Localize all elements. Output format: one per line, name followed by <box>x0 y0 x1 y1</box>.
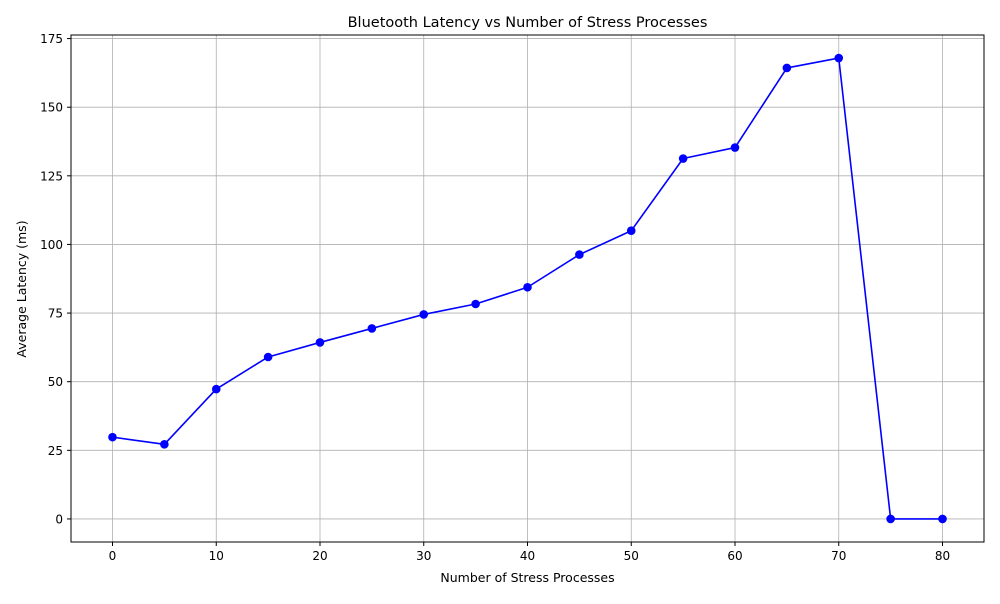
y-tick-label: 175 <box>40 32 63 46</box>
data-point <box>471 299 480 309</box>
series <box>108 53 947 524</box>
chart-title: Bluetooth Latency vs Number of Stress Pr… <box>348 15 708 31</box>
data-point <box>263 352 273 362</box>
data-point <box>886 514 895 524</box>
x-tick-label: 20 <box>312 549 327 563</box>
y-tick-label: 50 <box>48 375 63 389</box>
grid-lines <box>71 35 984 542</box>
data-point <box>211 384 221 394</box>
data-point <box>315 338 325 347</box>
data-point <box>523 282 532 292</box>
x-tick-label: 40 <box>520 549 535 563</box>
y-tick-label: 75 <box>48 307 63 321</box>
data-point <box>626 226 636 236</box>
data-point <box>575 250 584 259</box>
x-tick-label: 10 <box>209 549 224 563</box>
x-tick-label: 30 <box>416 549 431 563</box>
x-tick-label: 50 <box>624 549 639 563</box>
y-tick-label: 125 <box>40 169 63 183</box>
data-point <box>730 143 740 152</box>
x-axis-label: Number of Stress Processes <box>440 570 614 585</box>
x-tick-label: 70 <box>831 549 846 563</box>
y-tick-label: 25 <box>48 444 63 458</box>
data-point <box>782 63 792 73</box>
data-point <box>678 154 688 163</box>
y-tick-label: 100 <box>40 238 63 252</box>
x-tick-label: 80 <box>935 549 950 563</box>
data-point <box>419 310 429 319</box>
y-axis-label: Average Latency (ms) <box>14 220 29 357</box>
data-point <box>160 439 169 449</box>
data-point <box>108 432 117 442</box>
data-point <box>938 514 947 524</box>
x-tick-label: 60 <box>727 549 742 563</box>
y-tick-label: 150 <box>40 101 63 115</box>
data-point <box>367 324 377 333</box>
x-tick-label: 0 <box>109 549 117 563</box>
tick-marks: 0 10 20 30 40 50 60 70 80 0 25 50 75 100 125 150 175 <box>40 32 950 563</box>
data-point <box>834 53 844 63</box>
y-tick-label: 0 <box>55 512 63 526</box>
